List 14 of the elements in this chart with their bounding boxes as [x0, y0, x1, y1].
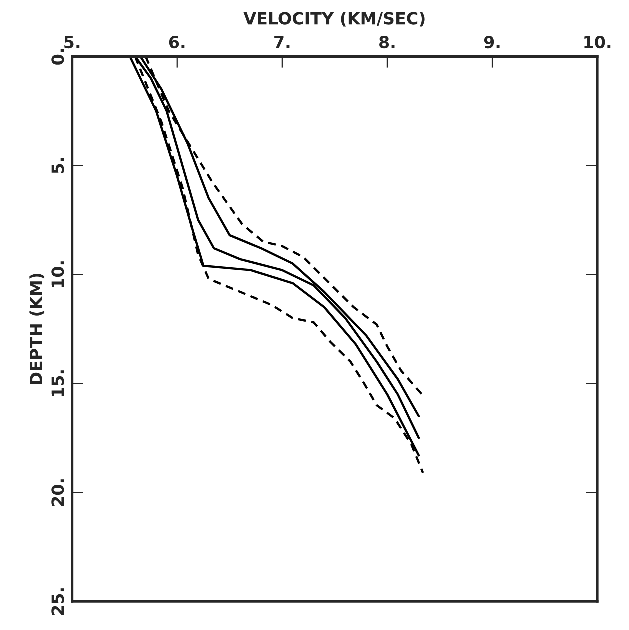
x-tick-label: 6.: [169, 36, 185, 49]
y-tick-label: 10.: [52, 262, 64, 288]
y-tick-label: 20.: [52, 480, 64, 506]
x-tick-label: 5.: [64, 36, 80, 49]
y-axis-title: DEPTH (KM): [30, 274, 45, 384]
y-tick-label: 5.: [52, 158, 64, 174]
x-tick-label: 9.: [484, 36, 500, 49]
x-axis-title: VELOCITY (KM/SEC): [244, 12, 425, 27]
x-tick-label: 8.: [380, 36, 395, 49]
x-tick-label: 10.: [584, 36, 611, 49]
y-tick-label: 25.: [52, 588, 64, 616]
y-tick-label: 15.: [52, 370, 64, 397]
y-tick-label: 0.: [52, 49, 64, 65]
x-tick-label: 7.: [274, 36, 290, 48]
